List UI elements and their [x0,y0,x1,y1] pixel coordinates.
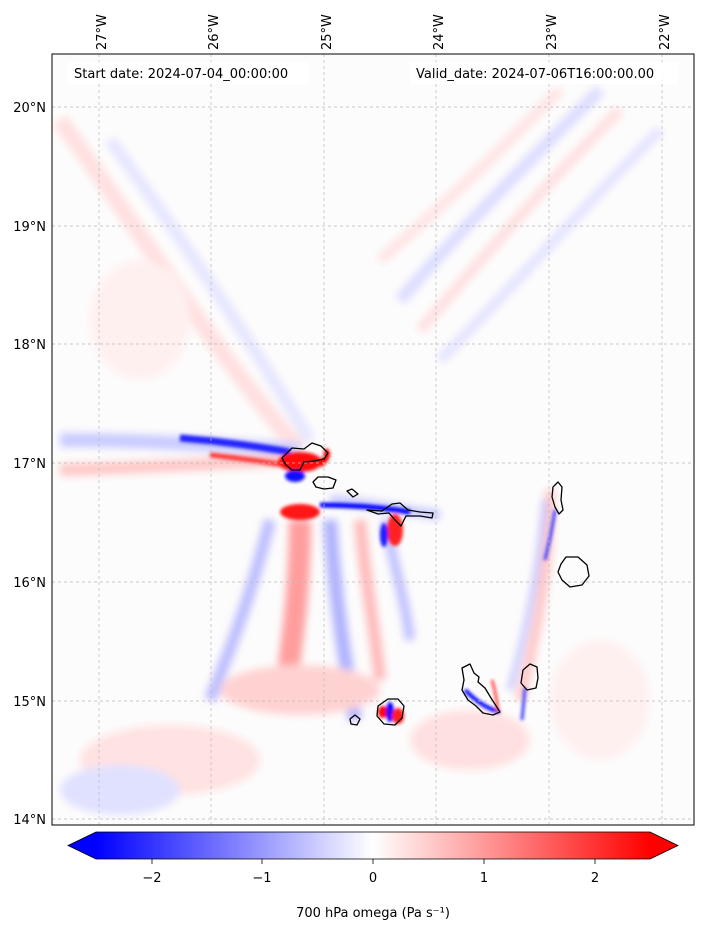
lon-label: 26°W [207,14,222,50]
colorbar-tick-label: 0 [369,871,377,886]
strong-omega-features [179,434,557,724]
lat-label: 20°N [13,101,46,116]
lat-label: 17°N [13,457,46,472]
graticule [52,54,694,825]
longitude-labels: 27°W 26°W 25°W 24°W 23°W 22°W [95,14,673,50]
island-sao-vicente [312,476,337,490]
colorbar-tick-label: 1 [480,871,488,886]
colorbar-outline [67,831,679,860]
latitude-labels: 20°N 19°N 18°N 17°N 16°N 15°N 14°N [13,101,46,828]
lon-label: 24°W [432,14,447,50]
date-annotations: Start date: 2024-07-04_00:00:00 Valid_da… [68,62,678,84]
colorbar-ticks [151,859,596,864]
island-santo-antao [281,442,329,471]
map-frame [51,53,695,826]
island-boa-vista [557,556,590,588]
lon-label: 27°W [95,14,110,50]
valid-date-label: Valid_date: 2024-07-06T16:00:00.00 [416,67,654,82]
lat-label: 14°N [13,813,46,828]
omega-field [53,85,664,815]
island-fogo [376,698,405,726]
lat-label: 19°N [13,220,46,235]
lat-label: 15°N [13,695,46,710]
colorbar-tick-label: −2 [142,871,161,886]
island-maio [520,663,539,691]
lon-label: 23°W [545,14,560,50]
colorbar-tick-label: −1 [252,871,271,886]
colorbar-high-extension [650,832,678,859]
colorbar-label: 700 hPa omega (Pa s⁻¹) [296,906,450,921]
colorbar-body [96,832,650,859]
lon-label: 25°W [320,14,335,50]
lat-label: 18°N [13,338,46,353]
map-panel: Start date: 2024-07-04_00:00:00 Valid_da… [51,53,695,826]
start-date-label: Start date: 2024-07-04_00:00:00 [74,67,288,82]
colorbar-low-extension [68,832,96,859]
colorbar: −2 −1 0 1 2 700 hPa omega (Pa s⁻¹) [67,831,679,921]
island-santa-luzia [346,488,359,498]
island-brava [349,714,361,726]
island-sal [551,481,564,515]
island-sao-nicolau [366,502,434,527]
lon-label: 22°W [658,14,673,50]
lat-label: 16°N [13,576,46,591]
colorbar-tick-label: 2 [591,871,599,886]
island-santiago [461,663,501,716]
coastlines [281,442,590,726]
